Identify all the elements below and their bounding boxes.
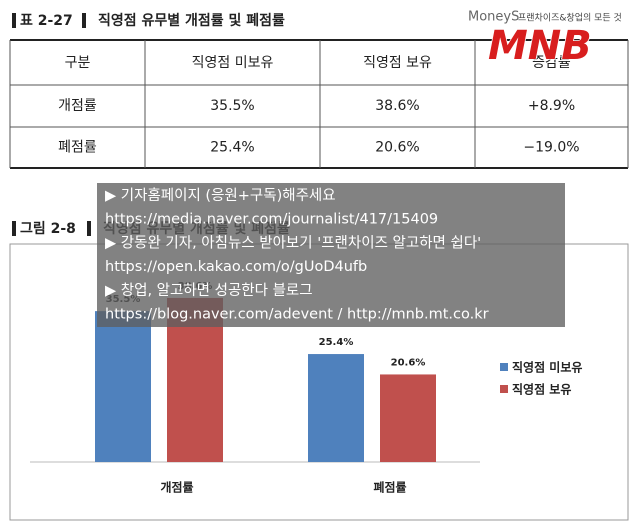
header-marker bbox=[12, 13, 16, 28]
legend-swatch bbox=[500, 385, 508, 393]
overlay-line: https://open.kakao.com/o/gUoD4ufb bbox=[105, 259, 367, 275]
bar bbox=[308, 354, 364, 462]
table-cell: 38.6% bbox=[375, 98, 419, 114]
bar bbox=[380, 374, 436, 462]
x-tick-label: 개점률 bbox=[160, 480, 193, 495]
overlay-line: https://blog.naver.com/adevent / http://… bbox=[105, 307, 489, 323]
bar bbox=[95, 311, 151, 462]
table-cell: 35.5% bbox=[210, 98, 254, 114]
table-cell: 25.4% bbox=[210, 140, 254, 156]
header-marker bbox=[82, 13, 86, 28]
overlay-line: https://media.naver.com/journalist/417/1… bbox=[105, 212, 438, 228]
table-cell: 폐점률 bbox=[58, 140, 97, 156]
table-cell: −19.0% bbox=[523, 140, 579, 156]
logo-tagline: 프랜차이즈&창업의 모든 것 bbox=[518, 12, 622, 24]
x-tick-label: 폐점률 bbox=[373, 480, 406, 495]
figure-label: 그림 2-8 bbox=[20, 221, 76, 237]
table-header-cell: 구분 bbox=[65, 55, 91, 71]
logo-brand: MoneyS bbox=[468, 10, 519, 25]
legend-label: 직영점 미보유 bbox=[512, 360, 582, 375]
legend-swatch bbox=[500, 363, 508, 371]
table-label: 표 2-27 bbox=[20, 13, 73, 29]
table-cell: 개점률 bbox=[58, 98, 97, 114]
table-cell: +8.9% bbox=[528, 98, 575, 114]
logo-mark: MNB bbox=[488, 23, 592, 69]
overlay-line: ▶ 기자홈페이지 (응원+구독)해주세요 bbox=[105, 187, 336, 204]
overlay-box bbox=[97, 183, 565, 327]
overlay-line: ▶ 창업, 알고하면 성공한다 블로그 bbox=[105, 282, 313, 299]
table-header-cell: 증감률 bbox=[532, 55, 571, 71]
data-label: 20.6% bbox=[391, 357, 426, 368]
table-cell: 20.6% bbox=[375, 140, 419, 156]
overlay-line: ▶ 강동완 기자, 아침뉴스 받아보기 '프랜차이즈 알고하면 쉽다' bbox=[105, 234, 481, 251]
data-label: 25.4% bbox=[319, 337, 354, 348]
legend-label: 직영점 보유 bbox=[512, 382, 571, 397]
table-header-cell: 직영점 미보유 bbox=[192, 55, 274, 71]
table-title: 직영점 유무별 개점률 및 폐점률 bbox=[98, 12, 285, 29]
figure-marker bbox=[87, 221, 91, 236]
figure-marker bbox=[12, 221, 16, 236]
table-header-cell: 직영점 보유 bbox=[363, 55, 432, 71]
